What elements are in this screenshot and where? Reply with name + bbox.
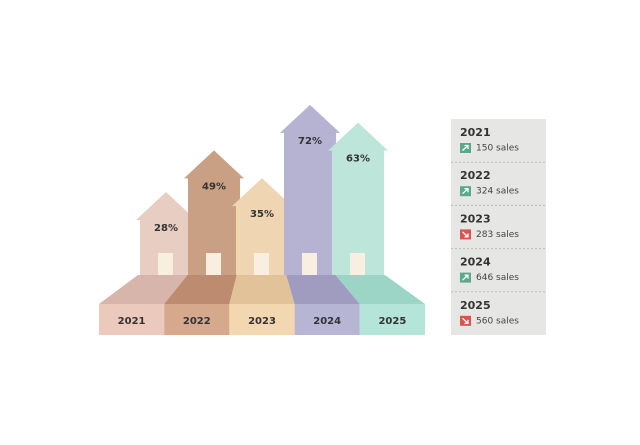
panel-sales: 646 sales xyxy=(476,273,519,283)
panel-year: 2022 xyxy=(460,169,491,182)
window xyxy=(350,253,365,275)
panel-year: 2023 xyxy=(460,212,491,225)
floor xyxy=(286,275,360,304)
trend-arrow xyxy=(462,274,469,281)
house xyxy=(328,122,388,275)
house xyxy=(280,104,340,275)
value-label: 63% xyxy=(346,154,370,165)
floor xyxy=(99,275,188,304)
house xyxy=(232,178,292,275)
value-label: 49% xyxy=(202,181,226,192)
panel-year: 2024 xyxy=(460,256,491,269)
category-label: 2025 xyxy=(378,316,406,327)
category-label: 2023 xyxy=(248,316,276,327)
category-label: 2022 xyxy=(183,316,211,327)
category-label: 2024 xyxy=(313,316,341,327)
trend-arrow xyxy=(462,231,469,238)
panel-sales: 150 sales xyxy=(476,144,519,154)
category-label: 2021 xyxy=(118,316,146,327)
trend-arrow xyxy=(462,317,469,324)
window xyxy=(158,253,173,275)
trend-arrow xyxy=(462,188,469,195)
house xyxy=(184,150,244,275)
floor-front xyxy=(229,304,295,335)
value-label: 35% xyxy=(250,209,274,220)
panel-year: 2025 xyxy=(460,299,491,312)
side-panel xyxy=(451,119,546,335)
value-label: 72% xyxy=(298,136,322,147)
floor xyxy=(164,275,237,304)
floor-front xyxy=(359,304,425,335)
value-label: 28% xyxy=(154,223,178,234)
floor xyxy=(335,275,425,304)
window xyxy=(302,253,317,275)
trend-arrow xyxy=(462,144,469,151)
panel-year: 2021 xyxy=(460,126,491,139)
panel-sales: 283 sales xyxy=(476,230,519,240)
floor-front xyxy=(294,304,360,335)
floor xyxy=(229,275,295,304)
house xyxy=(136,191,196,275)
floor-front xyxy=(164,304,230,335)
window xyxy=(254,253,269,275)
window xyxy=(206,253,221,275)
floor-front xyxy=(99,304,165,335)
panel-sales: 324 sales xyxy=(476,187,519,197)
panel-sales: 560 sales xyxy=(476,316,519,326)
